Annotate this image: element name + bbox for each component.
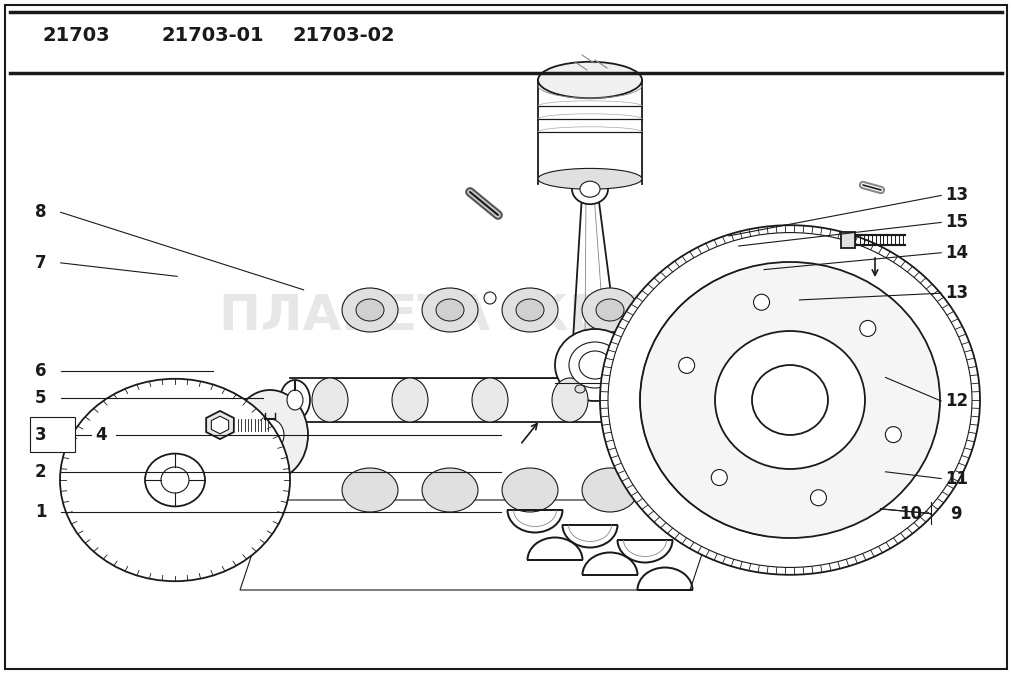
- Text: 13: 13: [944, 284, 967, 302]
- Text: 21703-01: 21703-01: [161, 26, 264, 44]
- Circle shape: [859, 320, 875, 336]
- Circle shape: [678, 357, 694, 373]
- Ellipse shape: [311, 378, 348, 422]
- Ellipse shape: [551, 378, 587, 422]
- Ellipse shape: [600, 225, 979, 575]
- Ellipse shape: [342, 468, 397, 512]
- Ellipse shape: [715, 331, 864, 469]
- Text: 10: 10: [899, 505, 921, 522]
- Polygon shape: [206, 411, 234, 439]
- Circle shape: [711, 470, 727, 485]
- Ellipse shape: [571, 174, 608, 204]
- Bar: [30, 417, 75, 452]
- Text: 21703-02: 21703-02: [292, 26, 395, 44]
- Text: 12: 12: [944, 392, 967, 410]
- Circle shape: [885, 427, 901, 443]
- Ellipse shape: [639, 262, 939, 538]
- Ellipse shape: [422, 288, 477, 332]
- Circle shape: [753, 295, 768, 310]
- Text: 3: 3: [34, 426, 47, 443]
- Text: ПЛАНЕТА ЖЕЛЕЗКА: ПЛАНЕТА ЖЕЛЕЗКА: [218, 293, 793, 341]
- Ellipse shape: [100, 414, 250, 546]
- Ellipse shape: [574, 385, 584, 393]
- Ellipse shape: [287, 390, 302, 410]
- Text: 4: 4: [95, 426, 107, 443]
- Text: 6: 6: [34, 362, 47, 379]
- Text: 5: 5: [34, 389, 47, 406]
- Ellipse shape: [60, 379, 290, 581]
- Ellipse shape: [84, 400, 266, 560]
- Ellipse shape: [538, 168, 641, 189]
- Ellipse shape: [632, 378, 667, 422]
- Ellipse shape: [256, 419, 284, 451]
- Ellipse shape: [92, 407, 258, 553]
- Ellipse shape: [422, 468, 477, 512]
- Text: 8: 8: [34, 204, 47, 221]
- Text: 11: 11: [944, 470, 967, 487]
- Text: 7: 7: [34, 254, 47, 272]
- Ellipse shape: [578, 351, 611, 379]
- Text: 15: 15: [944, 214, 967, 231]
- Ellipse shape: [342, 288, 397, 332]
- Ellipse shape: [145, 454, 205, 506]
- Text: 21703: 21703: [42, 26, 109, 44]
- Ellipse shape: [568, 342, 621, 388]
- Polygon shape: [211, 417, 228, 434]
- Ellipse shape: [161, 467, 189, 493]
- Ellipse shape: [76, 393, 274, 567]
- Text: 2: 2: [34, 463, 47, 481]
- Text: 9: 9: [949, 505, 961, 522]
- Ellipse shape: [538, 62, 641, 98]
- Ellipse shape: [605, 385, 615, 393]
- Circle shape: [810, 490, 826, 506]
- Ellipse shape: [501, 288, 557, 332]
- Ellipse shape: [579, 181, 600, 197]
- Text: 14: 14: [944, 244, 967, 262]
- Ellipse shape: [554, 329, 634, 401]
- Ellipse shape: [391, 378, 428, 422]
- Ellipse shape: [595, 299, 624, 321]
- Ellipse shape: [751, 365, 827, 435]
- Ellipse shape: [501, 468, 557, 512]
- Bar: [840, 232, 854, 248]
- Ellipse shape: [68, 386, 282, 574]
- Ellipse shape: [516, 299, 544, 321]
- Ellipse shape: [436, 299, 463, 321]
- Ellipse shape: [581, 468, 637, 512]
- Ellipse shape: [581, 288, 637, 332]
- Ellipse shape: [232, 390, 307, 480]
- Ellipse shape: [608, 233, 971, 568]
- Circle shape: [483, 292, 495, 304]
- Ellipse shape: [280, 380, 309, 420]
- Ellipse shape: [471, 378, 508, 422]
- Text: 1: 1: [34, 503, 47, 521]
- Text: 13: 13: [944, 187, 967, 204]
- Ellipse shape: [356, 299, 383, 321]
- Ellipse shape: [717, 372, 761, 428]
